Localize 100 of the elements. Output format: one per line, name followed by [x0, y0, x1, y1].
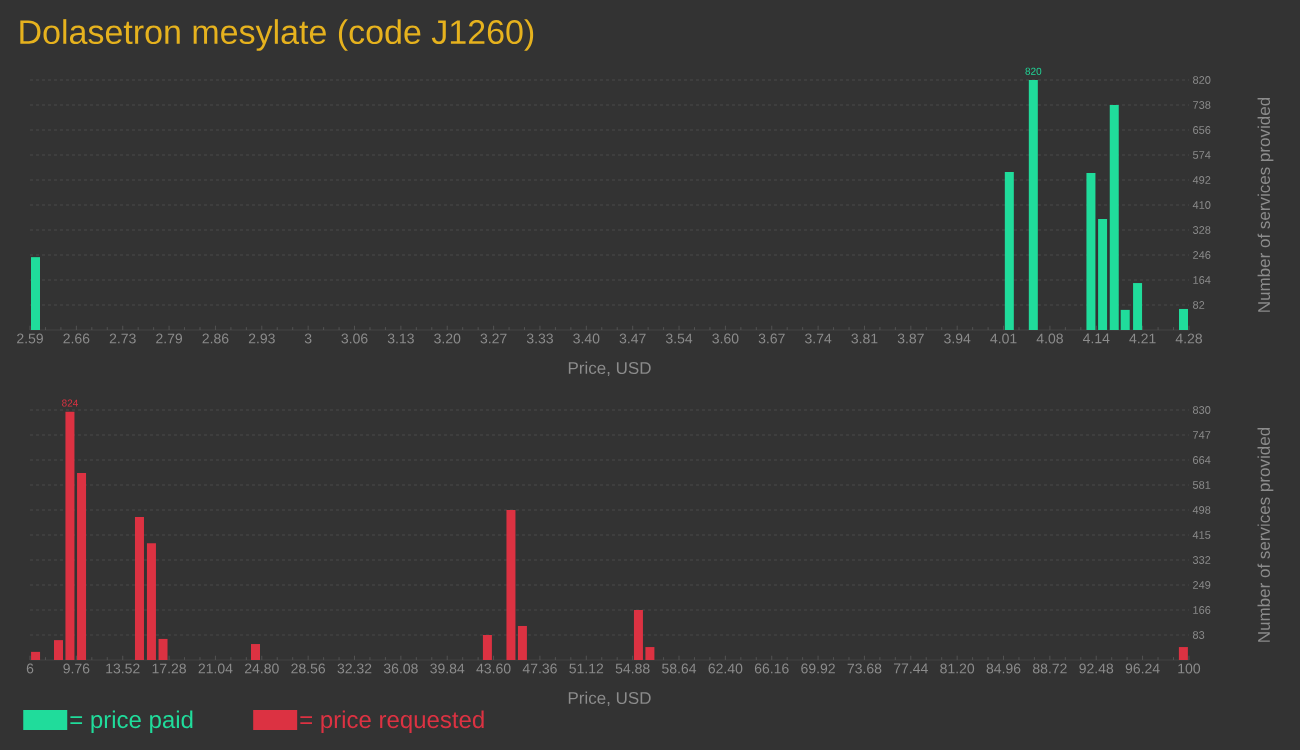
y-tick-label: 164: [1193, 276, 1211, 284]
chart-title: Dolasetron mesylate (code J1260): [20, 19, 534, 51]
x-tick-label: 3.74: [805, 333, 832, 344]
x-tick-label: 2.93: [248, 333, 275, 344]
x-tick-label: 3.20: [434, 333, 461, 344]
x-tick-label: 4.14: [1082, 333, 1110, 344]
legend-label: = price requested: [300, 710, 484, 733]
bar: [1179, 308, 1189, 330]
x-tick-label: 3.67: [758, 333, 785, 344]
x-tick-label: 4.28: [1175, 333, 1203, 344]
x-tick-label: 6: [26, 663, 34, 674]
y-tick-label: 664: [1193, 456, 1211, 464]
x-tick-label: 3.06: [341, 333, 368, 344]
y-tick-label: 246: [1193, 251, 1211, 259]
bar: [1178, 647, 1188, 660]
y-tick-label: 415: [1192, 531, 1211, 539]
bar: [31, 651, 41, 660]
x-tick-label: 84.96: [986, 663, 1021, 674]
bar: [1086, 172, 1096, 330]
x-tick-label: 2.79: [156, 333, 183, 344]
bar: [506, 510, 516, 660]
x-tick-label: 3.33: [526, 333, 553, 344]
bar: [1120, 309, 1130, 330]
y-tick-label: 249: [1193, 581, 1211, 589]
bar: [53, 640, 63, 660]
x-tick-label: 2.86: [202, 333, 229, 344]
data-label: 824: [62, 399, 78, 407]
y-tick-label: 498: [1192, 506, 1211, 514]
x-axis-title: Price, USD: [568, 691, 651, 707]
x-tick-label: 69.92: [801, 663, 835, 674]
x-tick-label: 62.40: [708, 663, 743, 674]
x-tick-label: 4.01: [990, 333, 1017, 344]
y-tick-label: 83: [1192, 631, 1205, 639]
x-axis-title: Price, USD: [568, 361, 651, 377]
y-tick-label: 747: [1193, 431, 1211, 439]
data-label: 820: [1025, 67, 1042, 75]
bar: [482, 635, 492, 660]
x-tick-label: 4.08: [1036, 333, 1063, 344]
x-tick-label: 17.28: [152, 663, 186, 674]
x-tick-label: 3.60: [712, 333, 739, 344]
y-tick-label: 328: [1192, 226, 1211, 234]
x-tick-label: 3.13: [387, 333, 414, 344]
legend-label: = price paid: [70, 710, 193, 733]
y-tick-label: 166: [1193, 606, 1211, 614]
bar: [65, 411, 75, 660]
y-tick-label: 574: [1192, 151, 1211, 159]
bar: [1028, 80, 1038, 330]
x-tick-label: 3.54: [665, 333, 693, 344]
x-tick-label: 3.87: [897, 333, 924, 344]
bar: [77, 472, 87, 660]
x-tick-label: 32.32: [337, 663, 372, 674]
bar: [146, 543, 156, 660]
y-tick-label: 410: [1192, 201, 1211, 209]
bar: [1109, 105, 1119, 330]
x-tick-label: 54.88: [615, 663, 650, 674]
x-tick-label: 2.66: [63, 333, 90, 344]
x-tick-label: 100: [1178, 663, 1201, 674]
x-tick-label: 4.21: [1129, 333, 1156, 344]
x-tick-label: 66.16: [754, 663, 789, 674]
bar: [633, 610, 643, 660]
x-tick-label: 3.40: [573, 333, 600, 344]
bar: [251, 644, 260, 660]
bar: [645, 647, 655, 660]
x-tick-label: 3.27: [480, 333, 507, 344]
bar: [134, 516, 144, 660]
bar: [517, 625, 527, 660]
y-tick-label: 656: [1193, 126, 1211, 134]
bar: [1098, 219, 1108, 330]
x-tick-label: 3: [304, 333, 312, 344]
x-tick-label: 88.72: [1032, 663, 1067, 674]
y-axis-title: Number of services provided: [1257, 427, 1274, 642]
x-tick-label: 2.73: [109, 333, 136, 344]
x-tick-label: 21.04: [198, 663, 233, 674]
y-tick-label: 738: [1193, 101, 1211, 109]
x-tick-label: 3.81: [851, 333, 878, 344]
y-tick-label: 830: [1192, 406, 1211, 414]
x-tick-label: 96.24: [1125, 663, 1160, 674]
x-tick-label: 36.08: [383, 663, 418, 674]
x-tick-label: 92.48: [1079, 663, 1114, 674]
bar: [1004, 172, 1014, 330]
x-tick-label: 24.80: [244, 663, 279, 674]
y-tick-label: 820: [1193, 76, 1211, 84]
x-tick-label: 51.12: [569, 663, 604, 674]
x-tick-label: 73.68: [847, 663, 882, 674]
x-tick-label: 58.64: [662, 663, 697, 674]
x-tick-label: 2.59: [17, 333, 43, 344]
x-tick-label: 81.20: [940, 663, 975, 674]
x-tick-label: 47.36: [522, 663, 557, 674]
y-tick-label: 82: [1193, 301, 1205, 309]
y-tick-label: 581: [1192, 481, 1211, 489]
x-tick-label: 39.84: [430, 663, 465, 674]
y-tick-label: 332: [1192, 556, 1211, 564]
x-tick-label: 9.76: [63, 663, 90, 674]
bar: [1133, 283, 1143, 330]
y-axis-title: Number of services provided: [1257, 97, 1274, 312]
y-tick-label: 492: [1192, 176, 1211, 184]
x-tick-label: 3.94: [944, 333, 971, 344]
x-tick-label: 77.44: [894, 663, 928, 674]
bar: [158, 638, 168, 660]
x-tick-label: 13.52: [106, 663, 140, 674]
